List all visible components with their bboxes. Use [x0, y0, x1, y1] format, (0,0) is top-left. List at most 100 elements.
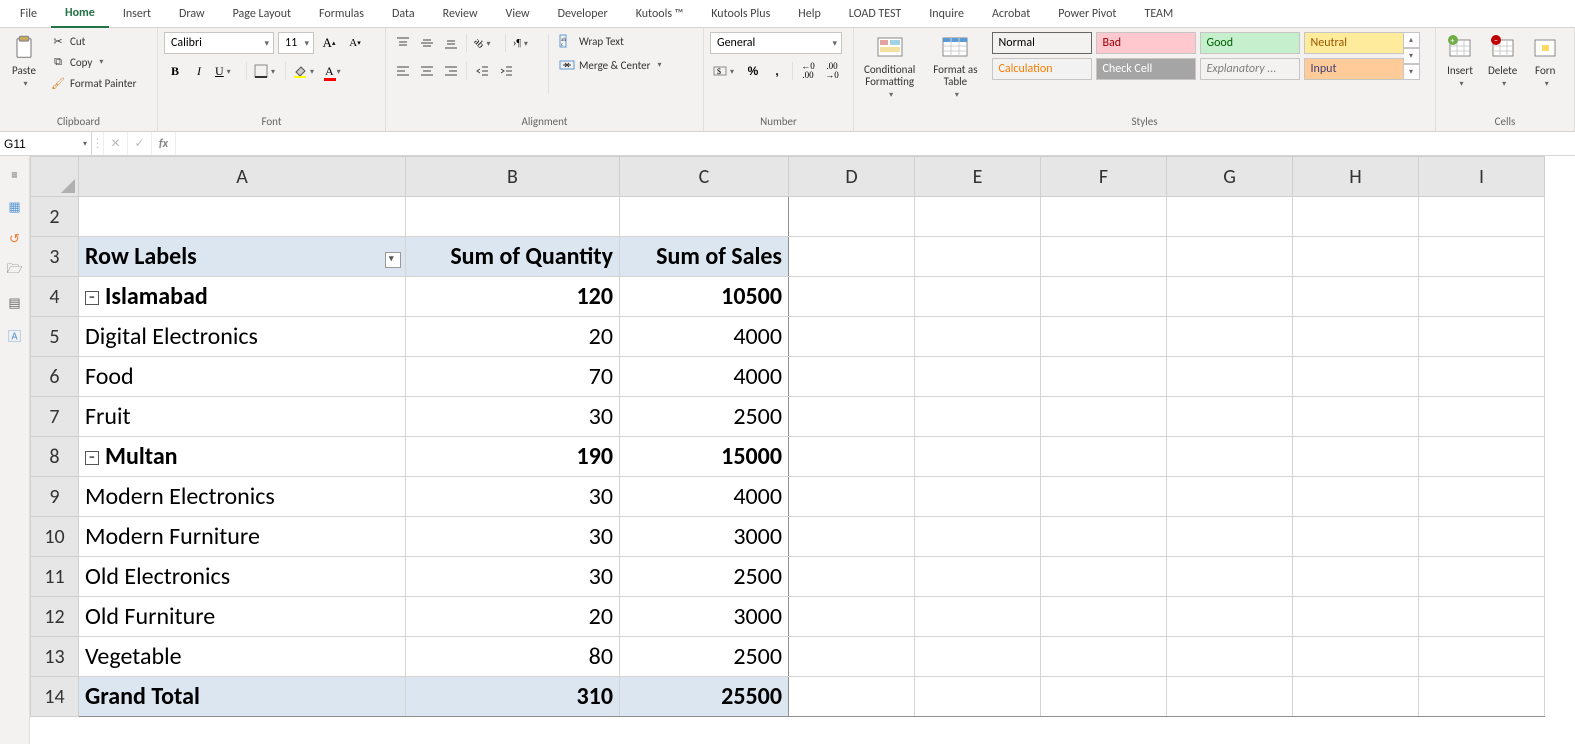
- cell-blank[interactable]: [1167, 597, 1293, 637]
- cell-blank[interactable]: [1293, 317, 1419, 357]
- cell-blank[interactable]: [1293, 437, 1419, 477]
- cell-blank[interactable]: [915, 677, 1041, 717]
- font-size-combo[interactable]: 11: [278, 32, 314, 54]
- style-check-cell[interactable]: Check Cell: [1096, 58, 1196, 80]
- row-header-6[interactable]: 6: [31, 357, 79, 397]
- insert-cells-button[interactable]: + Insert: [1442, 32, 1478, 91]
- pivot-filter-button[interactable]: [385, 252, 401, 268]
- column-header-E[interactable]: E: [915, 157, 1041, 197]
- cell[interactable]: 20: [406, 317, 620, 357]
- column-header-C[interactable]: C: [620, 157, 789, 197]
- cell-blank[interactable]: [1167, 397, 1293, 437]
- cell-blank[interactable]: [1167, 237, 1293, 277]
- cell[interactable]: 3000: [620, 597, 789, 637]
- cell[interactable]: 2500: [620, 637, 789, 677]
- cell[interactable]: −Islamabad: [79, 277, 406, 317]
- cell-blank[interactable]: [1293, 397, 1419, 437]
- cell-blank[interactable]: [1419, 637, 1545, 677]
- tab-help[interactable]: Help: [784, 0, 835, 27]
- cell-blank[interactable]: [1041, 677, 1167, 717]
- row-header-9[interactable]: 9: [31, 477, 79, 517]
- row-header-11[interactable]: 11: [31, 557, 79, 597]
- align-left-icon[interactable]: [392, 60, 414, 82]
- column-header-G[interactable]: G: [1167, 157, 1293, 197]
- cell[interactable]: Old Furniture: [79, 597, 406, 637]
- copy-button[interactable]: ⧉ Copy: [48, 53, 138, 71]
- cell-blank[interactable]: [915, 517, 1041, 557]
- cell[interactable]: 30: [406, 477, 620, 517]
- cell[interactable]: [915, 197, 1041, 237]
- cell-blank[interactable]: [1419, 477, 1545, 517]
- cell-blank[interactable]: [1167, 437, 1293, 477]
- name-box[interactable]: ▾: [0, 132, 92, 155]
- formula-input[interactable]: [176, 132, 1575, 155]
- cell[interactable]: [1167, 197, 1293, 237]
- conditional-formatting-button[interactable]: ConditionalFormatting: [860, 32, 919, 102]
- style-normal[interactable]: Normal: [992, 32, 1092, 54]
- tab-insert[interactable]: Insert: [109, 0, 165, 27]
- decrease-decimal-icon[interactable]: .00→0: [821, 60, 843, 82]
- cell-blank[interactable]: [1041, 277, 1167, 317]
- cell[interactable]: [79, 197, 406, 237]
- cell-blank[interactable]: [1293, 357, 1419, 397]
- cell-blank[interactable]: [789, 597, 915, 637]
- cell[interactable]: 30: [406, 397, 620, 437]
- row-header-12[interactable]: 12: [31, 597, 79, 637]
- cell[interactable]: 4000: [620, 477, 789, 517]
- cell-blank[interactable]: [1041, 557, 1167, 597]
- cell[interactable]: 10500: [620, 277, 789, 317]
- cell[interactable]: Digital Electronics: [79, 317, 406, 357]
- cell-blank[interactable]: [1293, 517, 1419, 557]
- column-header-B[interactable]: B: [406, 157, 620, 197]
- tab-acrobat[interactable]: Acrobat: [978, 0, 1044, 27]
- cell[interactable]: Food: [79, 357, 406, 397]
- cell-blank[interactable]: [789, 397, 915, 437]
- cell-blank[interactable]: [1041, 317, 1167, 357]
- row-header-5[interactable]: 5: [31, 317, 79, 357]
- align-bottom-icon[interactable]: [440, 32, 462, 54]
- fx-enter-icon[interactable]: ✓: [128, 132, 152, 155]
- cell-blank[interactable]: [1419, 597, 1545, 637]
- cell[interactable]: [789, 197, 915, 237]
- cell-blank[interactable]: [1167, 677, 1293, 717]
- cell[interactable]: Row Labels: [79, 237, 406, 277]
- cell-blank[interactable]: [915, 437, 1041, 477]
- cell-blank[interactable]: [1419, 677, 1545, 717]
- tab-home[interactable]: Home: [51, 1, 109, 28]
- left-tool-3[interactable]: ↺: [6, 230, 24, 248]
- comma-format-icon[interactable]: ,: [766, 60, 788, 82]
- cell[interactable]: [1293, 197, 1419, 237]
- cell-blank[interactable]: [789, 237, 915, 277]
- cell-blank[interactable]: [915, 637, 1041, 677]
- text-direction-icon[interactable]: ›¶: [510, 32, 540, 54]
- row-header-13[interactable]: 13: [31, 637, 79, 677]
- cell[interactable]: 120: [406, 277, 620, 317]
- cell[interactable]: Sum of Quantity: [406, 237, 620, 277]
- bold-button[interactable]: B: [164, 60, 186, 82]
- row-header-2[interactable]: 2: [31, 197, 79, 237]
- tab-team[interactable]: TEAM: [1130, 0, 1187, 27]
- merge-center-button[interactable]: Merge & Center: [557, 56, 664, 74]
- decrease-indent-icon[interactable]: [471, 60, 493, 82]
- style-good[interactable]: Good: [1200, 32, 1300, 54]
- cell-blank[interactable]: [1293, 677, 1419, 717]
- tab-draw[interactable]: Draw: [165, 0, 219, 27]
- select-all-corner[interactable]: [31, 157, 79, 197]
- tab-page-layout[interactable]: Page Layout: [219, 0, 305, 27]
- row-header-3[interactable]: 3: [31, 237, 79, 277]
- cell-blank[interactable]: [789, 317, 915, 357]
- cell-blank[interactable]: [1041, 237, 1167, 277]
- cell-blank[interactable]: [1419, 357, 1545, 397]
- cell-blank[interactable]: [1041, 397, 1167, 437]
- cell-blank[interactable]: [1293, 477, 1419, 517]
- increase-font-icon[interactable]: A▴: [318, 32, 340, 54]
- cell-blank[interactable]: [1167, 277, 1293, 317]
- left-tool-5[interactable]: ▤: [6, 294, 24, 312]
- cell-blank[interactable]: [1419, 277, 1545, 317]
- tab-load-test[interactable]: LOAD TEST: [835, 0, 916, 27]
- column-header-I[interactable]: I: [1419, 157, 1545, 197]
- cell[interactable]: Vegetable: [79, 637, 406, 677]
- cell-blank[interactable]: [1041, 477, 1167, 517]
- cell-blank[interactable]: [1167, 517, 1293, 557]
- cell-blank[interactable]: [1041, 517, 1167, 557]
